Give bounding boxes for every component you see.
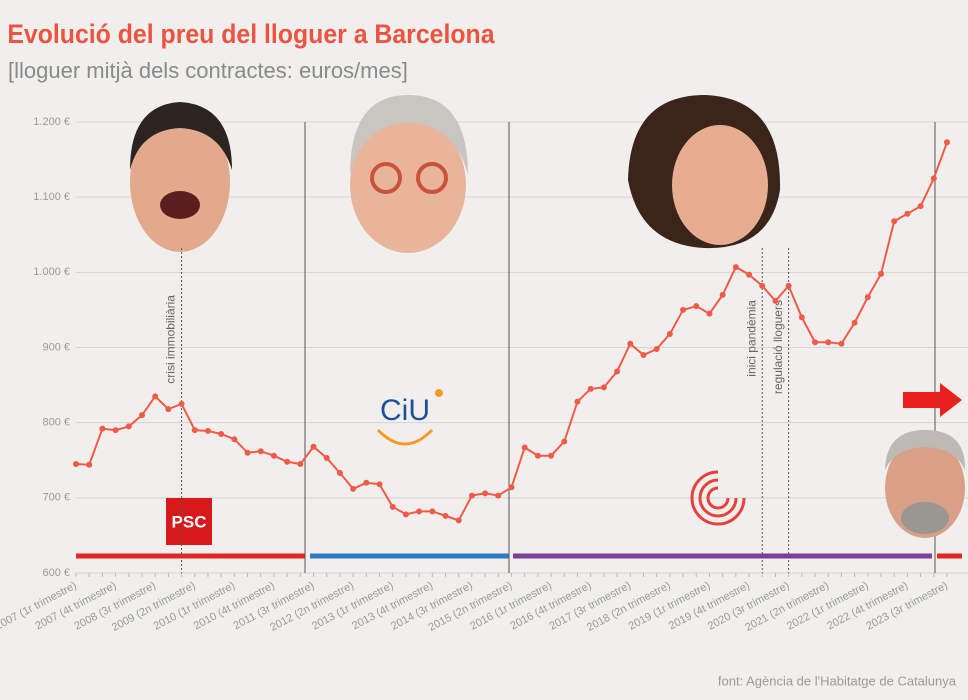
data-point [653,346,660,353]
data-point [218,430,225,437]
data-point [204,427,211,434]
data-point [178,400,185,407]
data-point [165,406,172,413]
bcomu-logo [690,470,746,526]
data-point [138,412,145,419]
data-point [495,492,502,499]
portrait [628,95,781,249]
psc-logo [166,498,212,545]
grid: 600 € 700 € 800 € 900 € 1.000 € 1.100 € 1.200 … [33,116,968,579]
data-point [680,306,687,313]
data-point [574,398,581,405]
data-point [455,517,462,524]
data-point [534,452,541,459]
data-point [851,319,858,326]
data-point [99,425,106,432]
ciu-dot [435,389,443,397]
data-point [429,508,436,515]
data-point [521,444,528,451]
data-point [864,294,871,301]
y-tick-label: 800 € [42,417,70,429]
annotation: inici pandèmia [744,300,758,377]
data-point [587,385,594,392]
data-point [706,310,713,317]
arrow [903,383,962,417]
data-point [310,443,317,450]
data-point [614,368,621,375]
data-point [244,449,251,456]
data-point [402,511,409,518]
data-point [112,427,119,434]
data-point [798,314,805,321]
data-point [508,484,515,491]
y-tick-label: 1.200 € [33,116,70,128]
data-point [548,452,555,459]
data-point [297,461,304,468]
data-point [732,264,739,271]
decoration [76,95,966,573]
data-point [666,330,673,337]
chart-title: Evolució del preu del lloguer a Barcelon… [7,20,495,49]
data-point [719,291,726,298]
ciu-smile [376,428,434,446]
data-point [878,270,885,277]
data-point [825,339,832,346]
data-point [482,490,489,497]
portrait [350,95,468,253]
data-point [284,458,291,465]
data-point [930,175,937,182]
annotation: regulació lloguers [771,300,785,394]
data-point [86,461,93,468]
data-point [640,352,647,359]
data-point [627,340,634,347]
data-point [363,479,370,486]
chart-subtitle: [lloguer mitjà dels contractes: euros/me… [8,58,408,83]
data-point [270,452,277,459]
data-point [759,282,766,289]
data-point [812,339,819,346]
portrait [130,102,232,252]
data-point [73,461,79,468]
data-point [772,297,779,304]
y-tick-label: 1.000 € [33,266,70,278]
data-point [746,271,753,278]
portrait [885,430,966,538]
data-point [944,139,950,146]
y-tick-label: 900 € [42,341,70,353]
data-point [376,481,383,488]
data-point [389,503,396,510]
source: font: Agència de l'Habitatge de Cataluny… [718,673,957,688]
data-point [838,340,845,347]
data-point [785,282,792,289]
data-point [693,303,700,310]
data-point [336,470,343,477]
annotation: crisi immobiliària [164,295,178,384]
data-point [904,210,911,217]
data-point [561,438,568,445]
data-point [257,448,264,455]
data-point [125,423,132,430]
y-tick-label: 700 € [42,492,70,504]
data-point [891,218,898,225]
data-point [231,436,238,443]
data-point [416,508,423,515]
data-point [350,485,357,492]
data-point [323,454,330,461]
logo-text: CiU [380,394,430,427]
data-point [442,512,449,519]
data-point [152,393,159,400]
y-tick-label: 600 € [42,567,70,579]
data-point [191,427,198,434]
y-tick-label: 1.100 € [33,191,70,203]
data-point [917,203,924,210]
data-point [468,492,475,499]
data-point [600,384,607,391]
logo-text: PSC [172,512,207,531]
